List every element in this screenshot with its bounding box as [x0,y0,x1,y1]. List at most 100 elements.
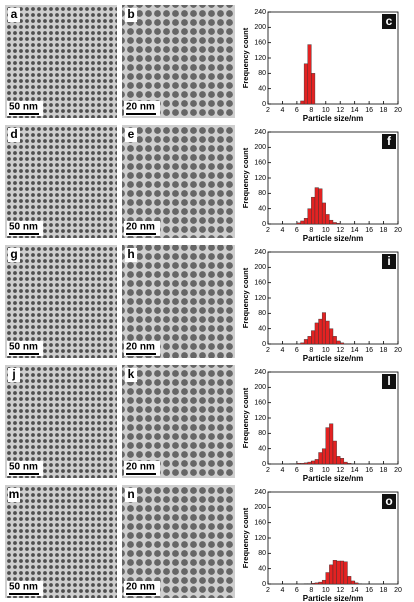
x-tick-label: 14 [351,227,359,234]
bar [296,222,301,225]
x-tick-label: 18 [380,107,388,114]
panel-label: a [11,7,18,21]
panel-label: e [128,127,135,141]
bar [321,579,326,585]
x-tick-label: 6 [295,347,299,354]
x-tick-label: 10 [322,107,330,114]
x-tick-label: 2 [266,467,270,474]
y-tick-label: 160 [254,400,266,407]
x-tick-label: 20 [394,467,402,474]
x-tick-label: 20 [394,587,402,594]
scale-bar [126,593,156,595]
scale-box [124,101,160,116]
bar [321,448,326,465]
scale-box [7,461,43,476]
tem-image [122,245,235,358]
bar [314,582,319,585]
x-tick-label: 6 [295,107,299,114]
y-tick-label: 80 [258,70,266,77]
scale-box [124,221,160,236]
bar [325,320,330,345]
x-tick-label: 20 [394,107,402,114]
y-tick-label: 40 [258,446,266,453]
x-tick-label: 14 [351,467,359,474]
y-tick-label: 0 [262,101,266,108]
scale-box [7,341,43,356]
bar [311,330,316,345]
plot-frame [267,131,399,225]
x-tick-label: 16 [365,107,373,114]
bar [307,208,312,225]
x-tick-label: 10 [322,227,330,234]
bar [343,561,348,585]
scale-bar-label: 20 nm [126,102,155,113]
x-axis-label: Particle size/nm [303,234,363,243]
tem-image [122,365,235,478]
bar [347,576,352,585]
y-tick-label: 80 [258,310,266,317]
bar [332,222,337,225]
bar [340,342,345,345]
bar [332,440,337,465]
bar [329,328,334,345]
bar [354,582,359,585]
x-tick-label: 4 [280,467,284,474]
panel-label-box [382,254,396,269]
x-tick-label: 18 [380,227,388,234]
x-tick-label: 12 [336,587,344,594]
y-tick-label: 240 [254,9,266,16]
scale-bar [9,473,39,475]
x-tick-label: 6 [295,467,299,474]
scale-box [7,101,43,116]
scale-bar-label: 50 nm [9,102,38,113]
x-tick-label: 8 [309,467,313,474]
x-tick-label: 14 [351,347,359,354]
y-tick-label: 120 [254,415,266,422]
y-tick-label: 160 [254,520,266,527]
x-tick-label: 16 [365,347,373,354]
bar [318,452,323,465]
scale-box [7,221,43,236]
x-tick-label: 12 [336,227,344,234]
panel-label-box [382,494,396,509]
bar [329,219,334,225]
bar [325,572,330,585]
bar [332,560,337,585]
y-axis-label: Frequency count [241,387,250,448]
panel-label: k [128,367,135,381]
label-box [8,128,20,142]
y-tick-label: 80 [258,550,266,557]
x-axis-label: Particle size/nm [303,474,363,483]
x-tick-label: 18 [380,467,388,474]
bar [332,336,337,345]
x-axis-label: Particle size/nm [303,594,363,602]
label-box [8,248,20,262]
y-tick-label: 0 [262,461,266,468]
panel-label: j [11,367,15,381]
x-tick-label: 6 [295,227,299,234]
scale-bar-label: 20 nm [126,342,155,353]
bar [340,458,345,465]
scale-bar [9,113,39,115]
panel-label-box [382,14,396,29]
y-tick-label: 200 [254,24,266,31]
scale-bar-label: 50 nm [9,582,38,593]
label-box [125,248,137,262]
y-tick-label: 240 [254,369,266,376]
label-box [8,8,20,22]
x-tick-label: 8 [309,227,313,234]
bar [307,336,312,345]
bar [314,187,319,225]
x-tick-label: 10 [322,347,330,354]
x-tick-label: 18 [380,347,388,354]
x-tick-label: 8 [309,587,313,594]
x-axis-label: Particle size/nm [303,354,363,363]
tem-image [5,125,117,238]
bar [347,463,352,465]
scale-bar [126,353,156,355]
x-tick-label: 2 [266,347,270,354]
label-box [125,128,137,142]
y-tick-label: 120 [254,55,266,62]
tem-image [122,125,235,238]
